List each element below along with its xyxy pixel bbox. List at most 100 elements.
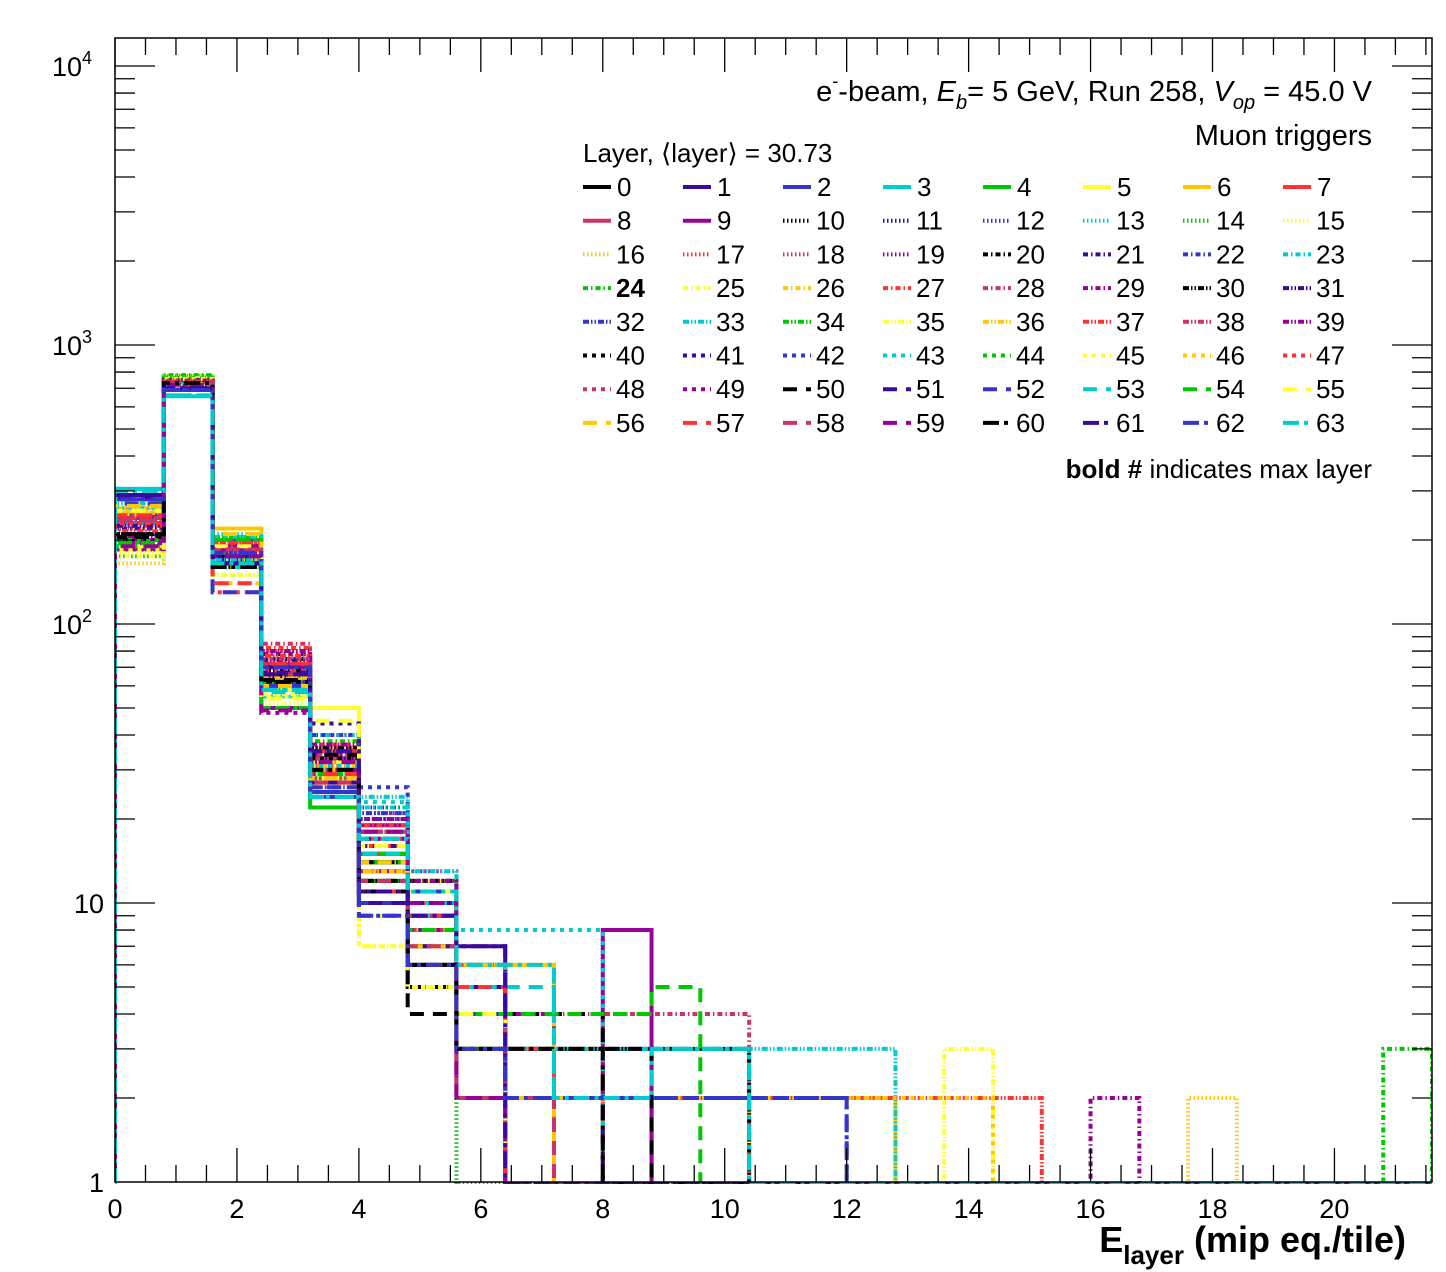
legend-entry-20: 20 [983,239,1045,269]
legend-label: 32 [616,307,645,337]
legend-label: 61 [1116,408,1145,438]
histogram-layer-55 [115,383,1432,1184]
legend-label: 50 [816,374,845,404]
legend-entry-26: 26 [783,273,845,303]
legend-entry-39: 39 [1283,307,1345,337]
histogram-layer-10 [115,374,1432,1184]
legend-entry-18: 18 [783,239,845,269]
legend-label: 37 [1116,307,1145,337]
legend-entry-54: 54 [1183,374,1245,404]
legend-entry-13: 13 [1083,206,1145,236]
legend-entry-41: 41 [683,341,745,371]
legend-entry-33: 33 [683,307,745,337]
legend-entry-2: 2 [783,172,831,202]
legend-entry-27: 27 [883,273,945,303]
legend-entry-30: 30 [1183,273,1245,303]
legend-label: 38 [1216,307,1245,337]
legend-entry-12: 12 [983,206,1045,236]
legend-label: 45 [1116,341,1145,371]
legend-label: 40 [616,341,645,371]
legend-entry-37: 37 [1083,307,1145,337]
legend-entry-5: 5 [1083,172,1131,202]
legend-footnote: bold # indicates max layer [1066,454,1373,484]
legend-label: 29 [1116,273,1145,303]
legend-entry-25: 25 [683,273,745,303]
legend-entry-58: 58 [783,408,845,438]
x-tick-label: 14 [954,1194,984,1224]
legend-label: 59 [916,408,945,438]
legend-label: 30 [1216,273,1245,303]
legend-label: 18 [816,239,845,269]
legend-label: 4 [1017,172,1031,202]
legend-label: 16 [616,239,645,269]
legend-label: 27 [916,273,945,303]
legend-entry-46: 46 [1183,341,1245,371]
legend-label: 3 [917,172,931,202]
legend-label: 55 [1316,374,1345,404]
legend-entry-63: 63 [1283,408,1345,438]
legend-entry-22: 22 [1183,239,1245,269]
y-axis-tick-labels: 1 10 102 103 104 [52,48,104,1198]
legend-label: 11 [916,206,943,236]
y-tick-label: 104 [52,48,92,82]
legend-label: 34 [816,307,845,337]
legend-entry-48: 48 [583,374,645,404]
legend-entry-14: 14 [1183,206,1245,236]
legend-label: 12 [1016,206,1045,236]
axis-ticks [114,38,1432,1182]
x-tick-label: 4 [351,1194,366,1224]
legend-label: 58 [816,408,845,438]
legend-label: 46 [1216,341,1245,371]
legend-label: 43 [916,341,945,371]
x-tick-label: 0 [107,1194,122,1224]
x-tick-label: 16 [1076,1194,1106,1224]
x-axis-title: Elayer (mip eq./tile) [1099,1219,1406,1270]
legend-entry-57: 57 [683,408,745,438]
x-tick-label: 12 [832,1194,862,1224]
y-tick-label: 1 [89,1168,104,1198]
legend-entry-35: 35 [883,307,945,337]
plot-frame [114,37,1433,1183]
x-tick-label: 6 [473,1194,488,1224]
legend-header: Layer, ⟨layer⟩ = 30.73 [583,138,832,168]
legend-label: 35 [916,307,945,337]
legend-label: 17 [716,239,745,269]
legend-entry-50: 50 [783,374,845,404]
legend-entry-44: 44 [983,341,1045,371]
histogram-layer-59 [115,382,1432,1184]
x-tick-label: 10 [710,1194,740,1224]
histogram-series-group [115,373,1432,1184]
legend-label: 48 [616,374,645,404]
legend-entry-11: 11 [883,206,943,236]
legend-label: 7 [1317,172,1331,202]
legend-label: 62 [1216,408,1245,438]
legend-entry-42: 42 [783,341,845,371]
legend-label: 19 [916,239,945,269]
legend-label: 13 [1116,206,1145,236]
legend-entry-28: 28 [983,273,1045,303]
legend-label: 0 [617,172,631,202]
legend-entry-7: 7 [1283,172,1331,202]
legend-label: 25 [716,273,745,303]
legend-label: 2 [817,172,831,202]
legend-entry-36: 36 [983,307,1045,337]
legend-label: 42 [816,341,845,371]
legend-entry-4: 4 [983,172,1031,202]
legend-label: 44 [1016,341,1045,371]
legend-label: 60 [1016,408,1045,438]
legend-entry-3: 3 [883,172,931,202]
y-tick-label: 10 [74,889,104,919]
legend-label: 31 [1316,273,1345,303]
x-tick-label: 8 [595,1194,610,1224]
chart-subtitle: Muon triggers [1195,120,1372,152]
legend-entry-51: 51 [883,374,945,404]
legend-label: 5 [1117,172,1131,202]
histogram-layer-43 [115,381,1432,1184]
legend-entry-52: 52 [983,374,1045,404]
legend-label: 22 [1216,239,1245,269]
legend-label: 51 [916,374,945,404]
legend-entry-19: 19 [883,239,945,269]
legend-label: 47 [1316,341,1345,371]
legend-entry-53: 53 [1083,374,1145,404]
